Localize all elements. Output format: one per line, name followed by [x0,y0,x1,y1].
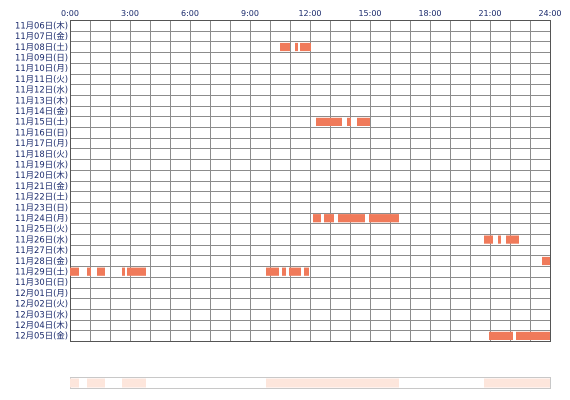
x-tick-label: 3:00 [121,9,139,18]
activity-segment [300,42,311,52]
x-tick-label: 18:00 [418,9,441,18]
summary-segment [87,378,105,388]
row-label: 11月22日(土) [15,192,68,202]
row-label: 12月04日(木) [15,320,68,330]
segment-layer [70,42,550,340]
x-tick-label: 21:00 [478,9,501,18]
row-label: 12月02日(火) [15,299,68,309]
row-label: 11月09日(日) [15,52,68,62]
row-label: 11月27日(木) [15,245,68,255]
summary-segment [70,378,79,388]
activity-segment [489,331,513,340]
row-labels: 11月06日(木)11月07日(金)11月08日(土)11月09日(日)11月1… [15,20,68,340]
activity-segment [324,214,334,223]
row-label: 11月24日(月) [15,213,68,223]
activity-segment [313,214,321,223]
row-label: 11月18日(火) [15,149,68,159]
x-tick-label: 24:00 [538,9,561,18]
activity-segment [369,214,399,223]
row-label: 11月10日(月) [15,63,68,73]
activity-segment [266,267,279,276]
activity-segment [484,235,493,244]
activity-segment [338,214,365,223]
summary-segment [122,378,146,388]
activity-segment [498,235,501,244]
activity-segment [542,256,550,266]
row-label: 11月21日(金) [15,181,68,191]
row-label: 11月11日(火) [15,74,68,84]
row-label: 11月07日(金) [15,31,68,41]
activity-segment [295,42,298,52]
row-label: 12月05日(金) [15,331,68,341]
x-tick-label: 9:00 [241,9,259,18]
summary-segment [266,378,399,388]
summary-strip [70,377,551,389]
row-label: 11月12日(水) [15,85,68,95]
x-tick-label: 0:00 [61,9,79,18]
row-label: 11月06日(木) [15,20,68,30]
activity-segment [87,267,91,276]
plot-border [70,20,551,342]
activity-segment [357,117,370,126]
grid-layer [70,20,551,342]
activity-segment [506,235,519,244]
activity-segment [70,267,79,276]
row-label: 11月16日(日) [15,127,68,137]
row-label: 11月17日(月) [15,138,68,148]
row-label: 11月28日(金) [15,256,68,266]
activity-segment [282,267,286,276]
x-tick-label: 6:00 [181,9,199,18]
x-tick-label: 15:00 [358,9,381,18]
row-label: 12月01日(月) [15,288,68,298]
row-label: 11月20日(木) [15,170,68,180]
activity-segment [347,117,351,126]
row-label: 11月26日(水) [15,234,68,244]
row-label: 11月29日(土) [15,266,68,276]
row-label: 11月25日(火) [15,224,68,234]
row-label: 11月08日(土) [15,42,68,52]
activity-segment [122,267,125,276]
activity-segment [280,42,290,52]
row-label: 12月03日(水) [15,309,68,319]
row-label: 11月14日(金) [15,106,68,116]
row-label: 11月15日(土) [15,117,68,127]
activity-segment [97,267,105,276]
x-tick-labels: 0:00 3:00 6:00 9:00 12:00 15:00 18:00 21:00 24:0… [61,9,562,18]
row-label: 11月30日(日) [15,277,68,287]
activity-segment [316,117,342,126]
row-label: 11月13日(木) [15,95,68,105]
x-tick-label: 12:00 [298,9,321,18]
activity-segment [304,267,309,276]
activity-segment [516,331,550,340]
row-label: 11月19日(水) [15,159,68,169]
activity-segment [127,267,146,276]
summary-segment [484,378,550,388]
activity-segment [289,267,301,276]
row-label: 11月23日(日) [15,202,68,212]
